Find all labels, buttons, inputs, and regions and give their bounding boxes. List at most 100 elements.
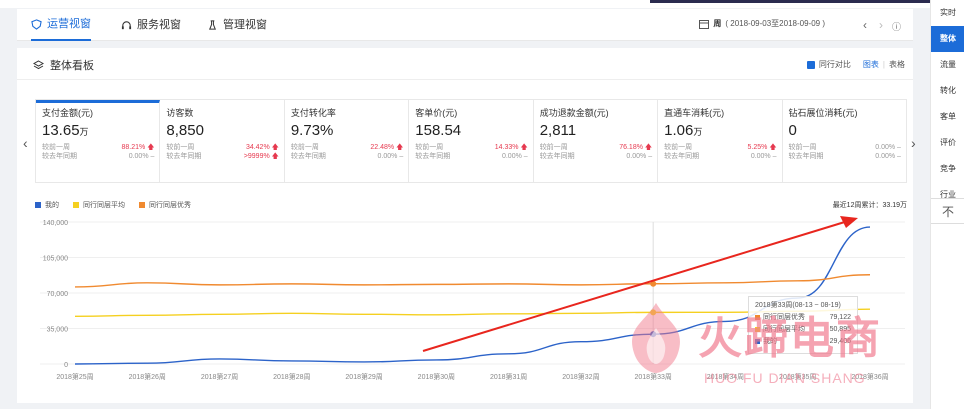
sidebar-item[interactable]: 转化 bbox=[940, 86, 956, 95]
cumulative-total: 最近12周累计：33.19万 bbox=[832, 202, 907, 209]
compare-checkbox[interactable] bbox=[806, 60, 815, 69]
metric-cards: 支付金额(元) 13.65万 较前一周 88.21% 🡅 较去年同期 0.00% –… bbox=[35, 99, 907, 183]
metric-yoy: 较去年同期 0.00% – bbox=[539, 153, 653, 160]
right-sidebar: 实时整体流量转化客单评价竞争行业不 bbox=[930, 0, 964, 409]
sidebar-item[interactable]: 实时 bbox=[940, 8, 956, 17]
view-separator: | bbox=[882, 60, 885, 69]
annotation-arrowhead bbox=[840, 216, 858, 228]
up-arrow-icon: 🡅 bbox=[520, 144, 528, 151]
date-period: 周 bbox=[713, 19, 722, 28]
metric-label: 支付金额(元) bbox=[42, 108, 93, 118]
metric-card[interactable]: 支付金额(元) 13.65万 较前一周 88.21% 🡅 较去年同期 0.00% – bbox=[36, 100, 161, 182]
panel-header: 整体看板 同行对比 图表 | 表格 bbox=[17, 48, 913, 80]
x-tick-label: 2018第36周 bbox=[851, 372, 888, 381]
back-to-top-button[interactable]: 不 bbox=[931, 198, 964, 224]
x-tick-label: 2018第32周 bbox=[562, 372, 599, 381]
x-tick-label: 2018第35周 bbox=[779, 372, 816, 381]
up-arrow-icon: 🡅 bbox=[644, 144, 653, 151]
tooltip-row: 我的 29,406 bbox=[755, 336, 851, 346]
legend-swatch bbox=[139, 202, 145, 208]
metric-card[interactable]: 客单价(元) 158.54 较前一周 14.33% 🡅 较去年同期 0.00% – bbox=[409, 100, 534, 182]
up-arrow-icon: 🡅 bbox=[769, 144, 777, 151]
metric-label: 客单价(元) bbox=[415, 108, 458, 118]
series-point bbox=[650, 280, 657, 287]
metric-yoy: 较去年同期 0.00% – bbox=[788, 153, 901, 160]
sidebar-item[interactable]: 客单 bbox=[940, 112, 956, 121]
metric-card[interactable]: 访客数 8,850 较前一周 34.42% 🡅 较去年同期 >9999% 🡅 bbox=[160, 100, 285, 182]
view-chart-link[interactable]: 图表 bbox=[862, 60, 879, 69]
metric-label: 钻石展位消耗(元) bbox=[788, 108, 858, 118]
metric-value: 1.06万 bbox=[664, 122, 703, 139]
up-arrow-icon: 🡅 bbox=[271, 144, 279, 151]
metrics-next-button[interactable]: › bbox=[911, 135, 916, 151]
metrics-prev-button[interactable]: ‹ bbox=[23, 135, 28, 151]
x-tick-label: 2018第31周 bbox=[490, 372, 527, 381]
up-arrow-icon: 🡅 bbox=[396, 144, 404, 151]
flask-icon bbox=[209, 19, 216, 30]
metric-wow: 较前一周 14.33% 🡅 bbox=[415, 144, 528, 151]
series-line bbox=[74, 274, 871, 288]
view-table-link[interactable]: 表格 bbox=[889, 60, 905, 69]
calendar-icon bbox=[699, 19, 710, 29]
tab-label: 服务视窗 bbox=[137, 19, 181, 31]
date-range-picker[interactable]: 周 ( 2018-09-03至2018-09-09 ) bbox=[699, 18, 825, 29]
sidebar-item[interactable]: 评价 bbox=[940, 138, 956, 147]
prev-period-button[interactable]: ‹ bbox=[863, 18, 867, 32]
banner-image bbox=[650, 0, 930, 3]
view-tabs: 运营视窗 服务视窗 管理视窗 周 ( 2018-09-03至2018-09-09… bbox=[17, 9, 913, 41]
metric-wow: 较前一周 5.25% 🡅 bbox=[664, 144, 777, 151]
metric-wow: 较前一周 0.00% – bbox=[788, 144, 901, 151]
x-tick-label: 2018第25周 bbox=[56, 372, 93, 381]
legend-swatch bbox=[73, 202, 79, 208]
metric-value: 13.65万 bbox=[42, 122, 89, 139]
legend-item[interactable]: 我的 bbox=[35, 200, 59, 210]
x-tick-label: 2018第29周 bbox=[345, 372, 382, 381]
tooltip-row: 同行同层优秀 79,122 bbox=[755, 312, 851, 322]
legend-item[interactable]: 同行同层优秀 bbox=[139, 200, 191, 210]
layers-icon bbox=[33, 59, 44, 69]
tab-management[interactable]: 管理视窗 bbox=[207, 9, 267, 41]
x-tick-label: 2018第34周 bbox=[707, 372, 744, 381]
tab-label: 管理视窗 bbox=[223, 19, 267, 31]
series-line bbox=[74, 308, 871, 318]
panel-title: 整体看板 bbox=[33, 57, 94, 73]
metric-card[interactable]: 成功退款金额(元) 2,811 较前一周 76.18% 🡅 较去年同期 0.00% … bbox=[534, 100, 659, 182]
y-tick-label: 70,000 bbox=[47, 291, 69, 298]
legend-swatch bbox=[35, 202, 41, 208]
legend-item[interactable]: 同行同层平均 bbox=[73, 200, 125, 210]
tab-operations[interactable]: 运营视窗 bbox=[31, 9, 91, 41]
metric-value: 158.54 bbox=[415, 122, 462, 139]
sidebar-item[interactable]: 竞争 bbox=[940, 164, 956, 173]
metric-wow: 较前一周 22.48% 🡅 bbox=[290, 144, 404, 151]
annotation-arrow bbox=[422, 220, 849, 352]
sidebar-item[interactable]: 流量 bbox=[940, 60, 956, 69]
x-tick-label: 2018第28周 bbox=[273, 372, 310, 381]
series-point bbox=[650, 309, 657, 316]
chart-tooltip: 2018第33周(08-13 ~ 08-19) 同行同层优秀 79,122 同行同层… bbox=[748, 296, 858, 354]
tab-service[interactable]: 服务视窗 bbox=[121, 9, 181, 41]
y-tick-label: 0 bbox=[64, 362, 68, 369]
headset-icon bbox=[121, 20, 132, 29]
x-tick-label: 2018第27周 bbox=[201, 372, 238, 381]
metric-card[interactable]: 钻石展位消耗(元) 0 较前一周 0.00% – 较去年同期 0.00% – bbox=[783, 100, 906, 182]
next-period-button[interactable]: › bbox=[879, 18, 883, 32]
metric-label: 直通车消耗(元) bbox=[664, 108, 725, 118]
up-arrow-icon: 🡅 bbox=[147, 144, 155, 151]
metric-card[interactable]: 支付转化率 9.73% 较前一周 22.48% 🡅 较去年同期 0.00% – bbox=[285, 100, 410, 182]
y-tick-label: 105,000 bbox=[43, 256, 68, 263]
sidebar-item[interactable]: 整体 bbox=[931, 26, 964, 52]
metric-yoy: 较去年同期 0.00% – bbox=[42, 153, 155, 160]
tab-label: 运营视窗 bbox=[47, 18, 91, 30]
compare-label: 同行对比 bbox=[818, 60, 851, 69]
metric-card[interactable]: 直通车消耗(元) 1.06万 较前一周 5.25% 🡅 较去年同期 0.00% – bbox=[658, 100, 783, 182]
up-arrow-icon: 🡅 bbox=[271, 153, 279, 160]
x-tick-label: 2018第26周 bbox=[129, 372, 166, 381]
metric-wow: 较前一周 76.18% 🡅 bbox=[539, 144, 653, 151]
metric-yoy: 较去年同期 >9999% 🡅 bbox=[166, 153, 279, 160]
metric-wow: 较前一周 88.21% 🡅 bbox=[42, 144, 155, 151]
sidebar-item[interactable]: 行业 bbox=[940, 190, 956, 199]
metric-yoy: 较去年同期 0.00% – bbox=[290, 153, 404, 160]
metric-label: 支付转化率 bbox=[290, 108, 336, 118]
info-icon[interactable]: ⓘ bbox=[891, 22, 901, 32]
metric-yoy: 较去年同期 0.00% – bbox=[664, 153, 777, 160]
